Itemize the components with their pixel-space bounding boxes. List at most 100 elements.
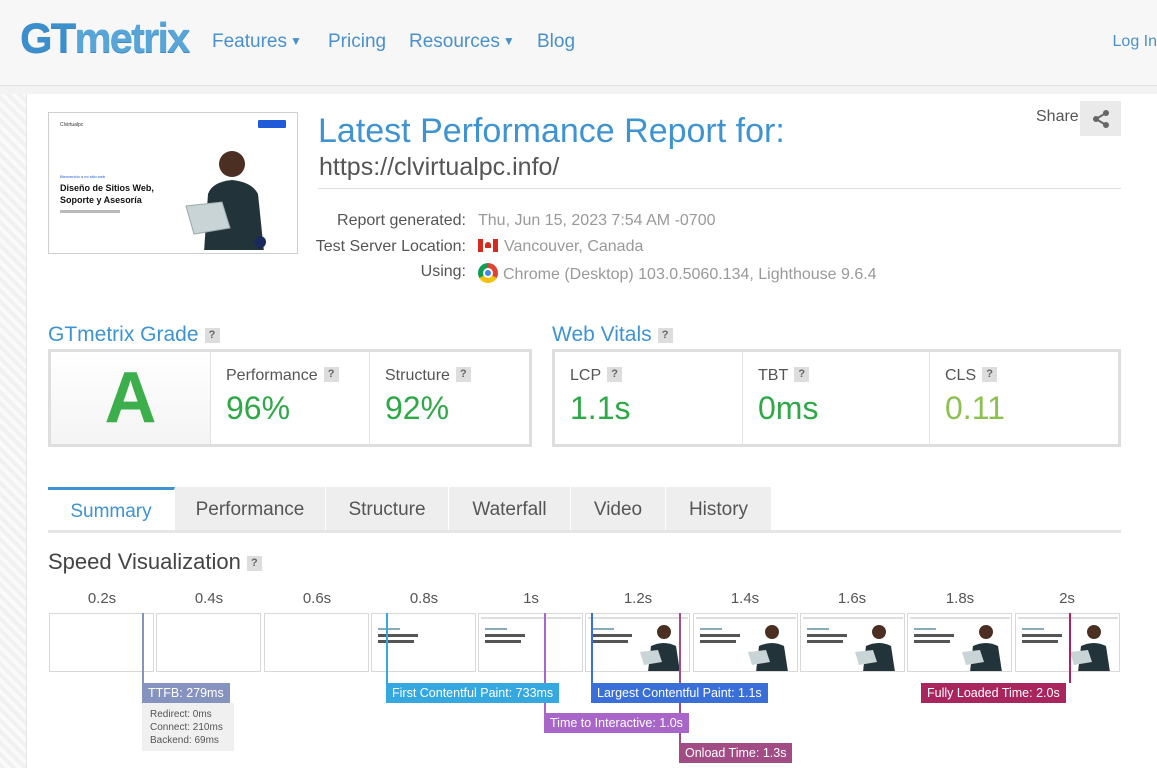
gtmetrix-grade-heading: GTmetrix Grade? bbox=[48, 323, 220, 347]
using-value: Chrome (Desktop) 103.0.5060.134, Lightho… bbox=[478, 263, 877, 284]
web-vitals-heading: Web Vitals? bbox=[552, 323, 673, 347]
timeline-tick: 1.8s bbox=[945, 590, 975, 607]
tab-underline bbox=[48, 530, 1121, 533]
tab-waterfall[interactable]: Waterfall bbox=[449, 487, 571, 533]
meta-report-generated: Report generated: bbox=[337, 212, 466, 229]
divider bbox=[318, 188, 1121, 189]
tab-performance[interactable]: Performance bbox=[175, 487, 326, 533]
filmstrip-frame[interactable] bbox=[693, 613, 798, 672]
filmstrip-frame[interactable] bbox=[49, 613, 154, 672]
background-pattern bbox=[0, 94, 26, 768]
filmstrip-frame[interactable] bbox=[264, 613, 369, 672]
fcp-line bbox=[386, 613, 388, 683]
grade-letter: A bbox=[51, 352, 210, 444]
lcp-cell: LCP? 1.1s bbox=[555, 352, 743, 444]
person-image bbox=[962, 625, 1002, 671]
thumbnail-text-line bbox=[60, 210, 120, 213]
ttfb-marker: TTFB: 279ms bbox=[142, 683, 230, 703]
web-vitals-panel: LCP? 1.1s TBT? 0ms CLS? 0.11 bbox=[552, 349, 1121, 447]
onload-line bbox=[679, 613, 681, 743]
report-title: Latest Performance Report for: bbox=[318, 112, 785, 150]
fully-loaded-line bbox=[1069, 613, 1071, 683]
person-image bbox=[640, 625, 680, 671]
filmstrip-frame[interactable] bbox=[371, 613, 476, 672]
help-icon[interactable]: ? bbox=[982, 367, 998, 382]
nav-blog[interactable]: Blog bbox=[537, 31, 576, 52]
report-generated-value: Thu, Jun 15, 2023 7:54 AM -0700 bbox=[478, 212, 716, 229]
nav-resources[interactable]: Resources ▼ bbox=[409, 31, 515, 52]
grade-panel: A Performance? 96% Structure? 92% bbox=[48, 349, 532, 447]
thumbnail-nav-text: Clvirtualpc bbox=[60, 122, 84, 128]
timeline-tick: 1.2s bbox=[623, 590, 653, 607]
report-url[interactable]: https://clvirtualpc.info/ bbox=[319, 153, 560, 181]
filmstrip-frame[interactable] bbox=[1015, 613, 1120, 672]
nav-pricing[interactable]: Pricing bbox=[328, 31, 387, 52]
timeline-tick: 1.6s bbox=[837, 590, 867, 607]
chevron-down-icon: ▼ bbox=[289, 34, 302, 48]
tab-summary[interactable]: Summary bbox=[48, 487, 175, 533]
person-with-laptop-image bbox=[185, 151, 266, 250]
lcp-value: 1.1s bbox=[570, 390, 631, 426]
tbt-cell: TBT? 0ms bbox=[743, 352, 930, 444]
lcp-marker: Largest Contentful Paint: 1.1s bbox=[591, 683, 768, 703]
help-icon[interactable]: ? bbox=[204, 328, 220, 343]
top-navigation: GTmetrix Features ▼ Pricing Resources ▼ Bl… bbox=[0, 0, 1157, 86]
filmstrip-frame[interactable] bbox=[478, 613, 583, 672]
filmstrip-frame[interactable] bbox=[907, 613, 1012, 672]
timeline-tick: 1.4s bbox=[730, 590, 760, 607]
tti-line bbox=[544, 613, 546, 713]
tbt-value: 0ms bbox=[758, 390, 819, 426]
performance-cell: Performance? 96% bbox=[211, 352, 370, 444]
share-icon bbox=[1092, 109, 1109, 128]
fully-loaded-marker: Fully Loaded Time: 2.0s bbox=[921, 683, 1066, 703]
person-image bbox=[1070, 625, 1110, 671]
onload-marker: Onload Time: 1.3s bbox=[679, 743, 793, 763]
person-image bbox=[855, 625, 895, 671]
structure-value: 92% bbox=[385, 390, 450, 426]
fcp-marker: First Contentful Paint: 733ms bbox=[386, 683, 560, 703]
help-icon[interactable]: ? bbox=[607, 367, 623, 382]
lcp-line bbox=[591, 613, 593, 683]
chrome-icon bbox=[478, 263, 498, 283]
tab-structure[interactable]: Structure bbox=[326, 487, 449, 533]
speed-visualization-heading: Speed Visualization? bbox=[48, 549, 262, 575]
help-icon[interactable]: ? bbox=[657, 328, 673, 343]
nav-features[interactable]: Features ▼ bbox=[212, 31, 302, 52]
meta-server-location: Test Server Location: bbox=[315, 238, 466, 255]
server-location-value: Vancouver, Canada bbox=[478, 238, 643, 256]
help-icon[interactable]: ? bbox=[794, 367, 810, 382]
cls-value: 0.11 bbox=[945, 390, 1005, 426]
timeline-tick: 0.4s bbox=[194, 590, 224, 607]
performance-value: 96% bbox=[226, 390, 291, 426]
tti-marker: Time to Interactive: 1.0s bbox=[544, 713, 689, 733]
cls-cell: CLS? 0.11 bbox=[945, 367, 1005, 426]
report-tabs: Summary Performance Structure Waterfall … bbox=[48, 487, 772, 533]
tab-video[interactable]: Video bbox=[571, 487, 666, 533]
timeline-tick: 0.6s bbox=[302, 590, 332, 607]
ttfb-line bbox=[142, 613, 144, 683]
thumbnail-small-label: Bienvenido a mi sitio web bbox=[60, 174, 106, 179]
share-label: Share bbox=[1036, 108, 1079, 125]
timeline-tick: 1s bbox=[523, 590, 539, 607]
thumbnail-button bbox=[258, 120, 286, 128]
ttfb-detail: Redirect: 0ms Connect: 210ms Backend: 69… bbox=[142, 703, 234, 751]
tab-history[interactable]: History bbox=[666, 487, 772, 533]
login-link[interactable]: Log In bbox=[1112, 33, 1157, 50]
site-screenshot-thumbnail[interactable]: Clvirtualpc Bienvenido a mi sitio web Di… bbox=[48, 112, 298, 254]
help-icon[interactable]: ? bbox=[246, 556, 262, 571]
thumbnail-headline: Diseño de Sitios Web, Soporte y Asesoría bbox=[60, 183, 154, 205]
help-icon[interactable]: ? bbox=[323, 367, 339, 382]
filmstrip-frame[interactable] bbox=[156, 613, 261, 672]
chevron-down-icon: ▼ bbox=[502, 34, 515, 48]
gtmetrix-logo[interactable]: GTmetrix bbox=[20, 14, 190, 61]
help-icon[interactable]: ? bbox=[455, 367, 471, 382]
share-button[interactable] bbox=[1080, 101, 1121, 136]
timeline-tick: 0.8s bbox=[409, 590, 439, 607]
filmstrip-frame[interactable] bbox=[585, 613, 690, 672]
canada-flag-icon bbox=[478, 239, 498, 252]
person-image bbox=[748, 625, 788, 671]
filmstrip-frame[interactable] bbox=[800, 613, 905, 672]
timeline-tick: 2s bbox=[1059, 590, 1075, 607]
timeline-tick: 0.2s bbox=[87, 590, 117, 607]
structure-cell: Structure? 92% bbox=[370, 352, 529, 444]
